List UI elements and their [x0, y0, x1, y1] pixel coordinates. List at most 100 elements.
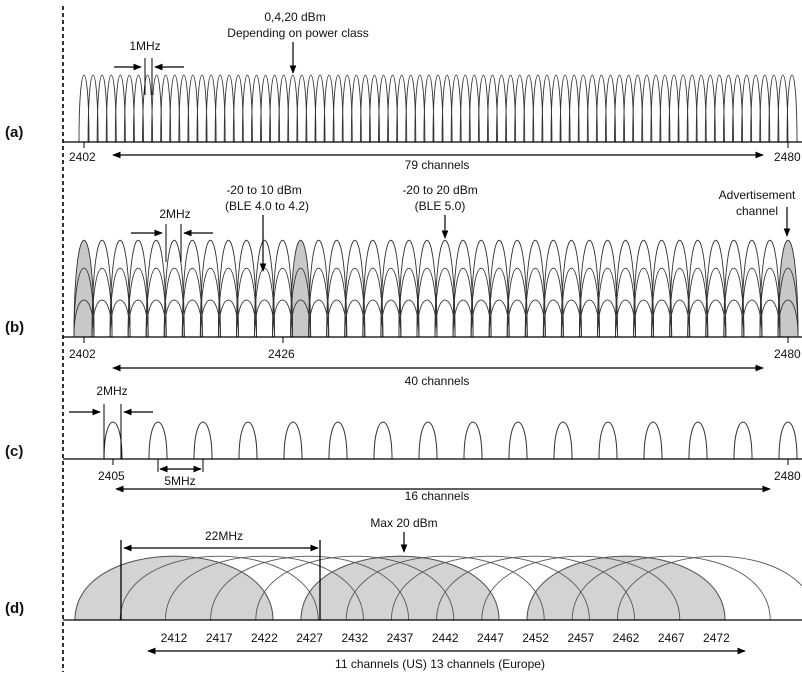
channel-b-20-lower [416, 299, 438, 338]
channel-d-6 [300, 555, 500, 621]
channel-a-75 [750, 74, 762, 143]
channel-a-76 [759, 74, 771, 143]
channel-b-25-lower [506, 299, 528, 338]
channel-b-25-mid [506, 268, 528, 338]
channel-b-27-mid [542, 268, 564, 338]
channel-a-10 [160, 74, 172, 143]
channel-b-35-mid [687, 268, 709, 338]
channel-a-64 [650, 74, 662, 143]
panel-d-channel-outlines [74, 555, 802, 621]
channel-b-32-lower [633, 299, 655, 338]
panel-a-spacing-label: 1MHz [129, 39, 160, 53]
panel-b-tick-start-label: 2402 [69, 347, 96, 361]
channel-b-15-mid [326, 268, 348, 338]
channel-a-8 [142, 74, 153, 143]
panel-a-power-title: 0,4,20 dBm [264, 10, 325, 24]
channel-a-7 [133, 74, 144, 143]
channel-b-7-lower [181, 299, 203, 338]
channel-a-72 [723, 74, 734, 143]
channel-a-66 [668, 74, 680, 143]
channel-b-24-mid [488, 268, 510, 338]
panel-d-tick-label: 2472 [703, 631, 730, 645]
channel-b-38-lower [741, 299, 763, 338]
panel-d: (d) 2412 2417 2422 2427 2432 2437 2442 2447 2452… [5, 516, 802, 671]
panel-d-label: (d) [5, 600, 24, 617]
channel-b-8-mid [199, 268, 221, 338]
channel-b-22-mid [452, 268, 474, 338]
channel-b-26-lower [524, 299, 546, 338]
channel-a-16 [214, 74, 226, 143]
channel-a-48 [505, 74, 517, 143]
channel-a-24 [287, 74, 299, 143]
channel-c-7 [373, 421, 393, 460]
channel-b-39-mid [759, 268, 781, 338]
channel-a-26 [305, 74, 317, 143]
channel-b-3-lower [109, 299, 131, 338]
panel-b-tick-end-label: 2480 [774, 347, 801, 361]
non-overlapping-channel-fill [300, 555, 500, 621]
channel-b-1-lower [73, 299, 95, 338]
channel-b-9-mid [217, 268, 239, 338]
channel-a-27 [314, 74, 326, 143]
channel-b-4-lower [127, 299, 149, 338]
channel-b-20-mid [416, 268, 438, 338]
channel-b-5-lower [145, 299, 167, 338]
channel-a-29 [332, 74, 344, 143]
channel-c-6 [328, 421, 348, 460]
channel-d-4 [210, 555, 410, 621]
panel-a-tick-end-label: 2480 [774, 150, 801, 164]
channel-a-14 [196, 74, 208, 143]
channel-b-38-mid [741, 268, 763, 338]
panel-a-label: (a) [5, 124, 23, 141]
channel-a-47 [496, 74, 507, 143]
channel-a-68 [686, 74, 698, 143]
channel-b-14-mid [308, 268, 330, 338]
channel-c-14 [688, 421, 708, 460]
panel-b-spacing-label: 2MHz [159, 207, 190, 221]
channel-b-3-mid [109, 268, 131, 338]
channel-b-37-lower [723, 299, 745, 338]
channel-a-63 [641, 74, 653, 143]
channel-d-8 [390, 555, 590, 621]
channel-b-2-mid [91, 268, 113, 338]
channel-b-16-lower [344, 299, 366, 338]
channel-a-44 [468, 74, 480, 143]
channel-a-36 [396, 74, 408, 143]
channel-c-5 [283, 421, 303, 460]
channel-a-57 [586, 74, 598, 143]
channel-b-11-mid [254, 268, 275, 338]
non-overlapping-channel-fill [526, 555, 726, 621]
channel-b-12-mid [272, 268, 294, 338]
channel-a-4 [105, 74, 117, 143]
panel-c: (c) 2405 2480 2MHz 5MHz 16 channels [5, 384, 802, 503]
channel-a-56 [577, 74, 589, 143]
channel-b-29-mid [578, 268, 600, 338]
panel-d-tick-label: 2427 [296, 631, 323, 645]
channel-b-35-lower [687, 299, 709, 338]
channel-a-40 [432, 74, 444, 143]
channel-b-10-lower [236, 299, 257, 338]
channel-b-19-mid [398, 268, 420, 338]
channel-b-9-lower [217, 299, 239, 338]
panel-d-power-label: Max 20 dBm [370, 516, 437, 530]
channel-a-78 [777, 74, 789, 143]
panel-c-tick-start-label: 2405 [98, 469, 125, 483]
channel-a-19 [241, 74, 253, 143]
channel-b-17-mid [362, 268, 384, 338]
panel-b-channels-label: 40 channels [405, 374, 470, 388]
panel-d-tick-label: 2467 [658, 631, 685, 645]
panel-d-tick-label: 2422 [251, 631, 278, 645]
panel-d-tick-labels: 2412 2417 2422 2427 2432 2437 2442 2447 2452 2457… [161, 631, 730, 645]
channel-a-9 [151, 74, 163, 143]
channel-b-36-lower [705, 299, 727, 338]
channel-c-2 [148, 421, 168, 460]
channel-b-6-mid [163, 268, 185, 338]
channel-c-13 [643, 421, 663, 460]
channel-a-50 [523, 74, 535, 143]
channel-c-9 [463, 421, 483, 460]
channel-a-74 [741, 74, 753, 143]
channel-b-24-lower [488, 299, 510, 338]
channel-a-35 [387, 74, 399, 143]
panel-c-channels-label: 16 channels [405, 489, 470, 503]
